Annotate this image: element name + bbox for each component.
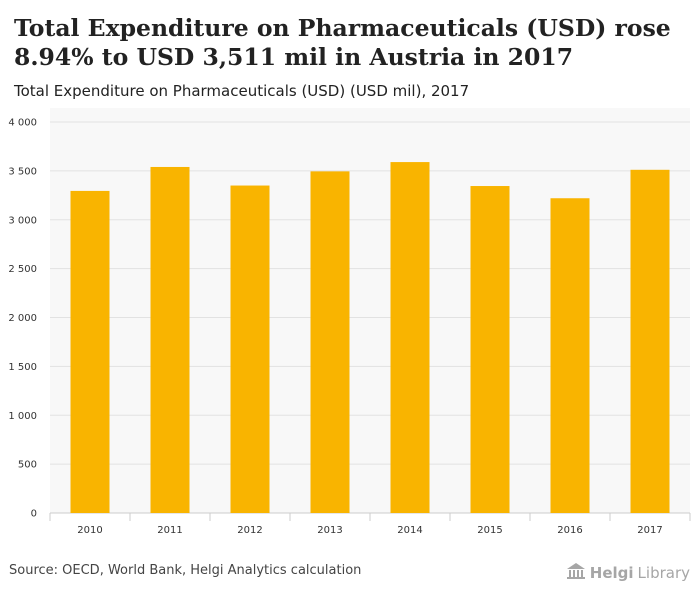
y-tick-label: 2 000 bbox=[8, 313, 37, 324]
chart-title: Total Expenditure on Pharmaceuticals (US… bbox=[14, 14, 671, 71]
bar[interactable] bbox=[550, 198, 590, 513]
x-tick-label: 2015 bbox=[477, 525, 502, 536]
bar[interactable] bbox=[310, 171, 350, 513]
x-tick-label: 2017 bbox=[637, 525, 662, 536]
library-building-icon bbox=[566, 562, 586, 584]
plot-area bbox=[50, 108, 690, 513]
helgi-library-logo[interactable]: Helgi Library bbox=[566, 562, 690, 584]
x-tick-label: 2012 bbox=[237, 525, 262, 536]
y-tick-label: 1 000 bbox=[8, 411, 37, 422]
y-tick-label: 2 500 bbox=[8, 264, 37, 275]
chart-subtitle: Total Expenditure on Pharmaceuticals (US… bbox=[14, 82, 470, 100]
y-tick-label: 3 000 bbox=[8, 215, 37, 226]
bar[interactable] bbox=[230, 185, 270, 513]
x-tick-label: 2011 bbox=[157, 525, 182, 536]
x-tick-label: 2016 bbox=[557, 525, 582, 536]
bar-chart: 0 500 1 000 1 500 2 000 2 500 3 000 3 500 4 000 2… bbox=[8, 108, 691, 536]
x-tick-label: 2014 bbox=[397, 525, 422, 536]
bar[interactable] bbox=[150, 166, 190, 513]
x-tick-label: 2010 bbox=[77, 525, 102, 536]
bar[interactable] bbox=[70, 190, 110, 513]
bar[interactable] bbox=[390, 162, 430, 513]
y-tick-label: 1 500 bbox=[8, 362, 37, 373]
y-tick-label: 3 500 bbox=[8, 166, 37, 177]
x-tick-label: 2013 bbox=[317, 525, 342, 536]
y-tick-label: 500 bbox=[18, 460, 37, 471]
bar[interactable] bbox=[630, 169, 670, 513]
bar[interactable] bbox=[470, 186, 510, 513]
logo-word-library: Library bbox=[637, 564, 690, 582]
y-tick-label: 0 bbox=[31, 509, 37, 520]
y-tick-label: 4 000 bbox=[8, 118, 37, 129]
logo-word-helgi: Helgi bbox=[589, 564, 634, 582]
source-note: Source: OECD, World Bank, Helgi Analytic… bbox=[9, 563, 362, 578]
